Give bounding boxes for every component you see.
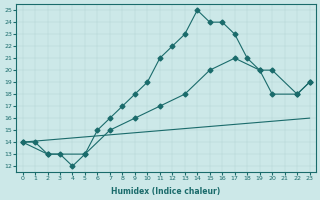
X-axis label: Humidex (Indice chaleur): Humidex (Indice chaleur) bbox=[111, 187, 221, 196]
